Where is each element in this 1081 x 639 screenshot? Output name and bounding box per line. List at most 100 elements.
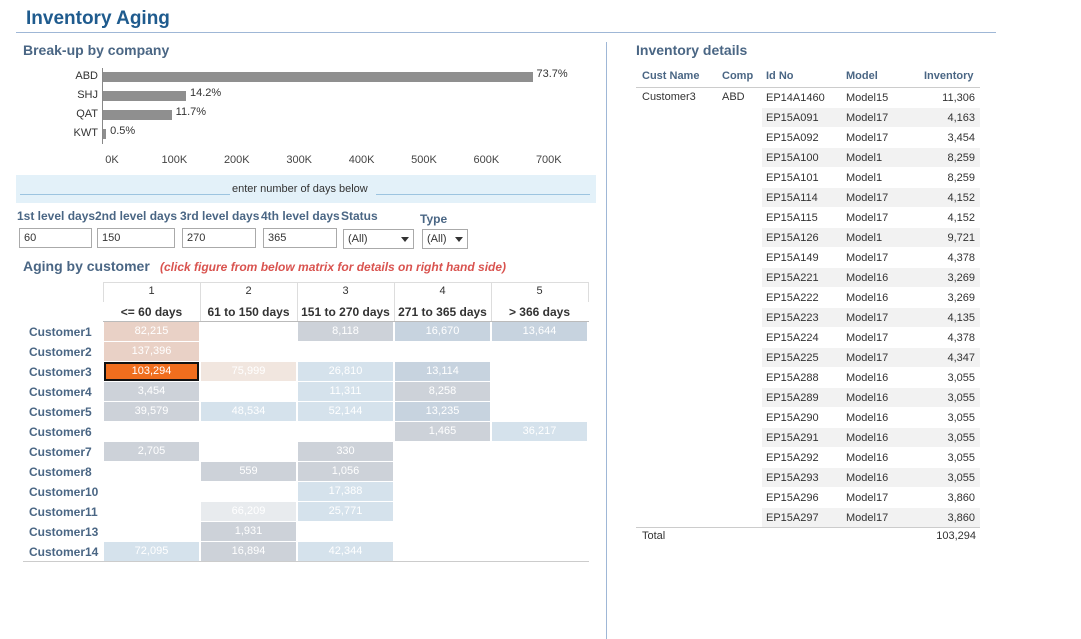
- details-inventory: 4,378: [947, 332, 975, 344]
- details-row[interactable]: EP15A291 Model16 3,055: [762, 428, 980, 448]
- matrix-cell[interactable]: 66,209: [201, 502, 296, 521]
- details-row[interactable]: EP15A149 Model17 4,378: [762, 248, 980, 268]
- details-inventory: 3,454: [947, 132, 975, 144]
- details-row[interactable]: EP15A223 Model17 4,135: [762, 308, 980, 328]
- matrix-cell[interactable]: 13,235: [395, 402, 490, 421]
- matrix-cell[interactable]: 8,118: [298, 322, 393, 341]
- column-number: 4: [439, 285, 446, 297]
- details-row[interactable]: EP15A114 Model17 4,152: [762, 188, 980, 208]
- details-row[interactable]: EP15A091 Model17 4,163: [762, 108, 980, 128]
- x-tick-label: 100K: [161, 154, 188, 166]
- days-banner-line-left: [20, 194, 230, 195]
- details-inventory: 3,860: [947, 512, 975, 524]
- bar-label-shj: SHJ: [77, 89, 98, 101]
- matrix-cell[interactable]: 82,215: [104, 322, 199, 341]
- level4-days-input[interactable]: 365: [263, 228, 337, 248]
- matrix-cell[interactable]: 16,894: [201, 542, 296, 561]
- matrix-cell[interactable]: 11,311: [298, 382, 393, 401]
- level2-label: 2nd level days: [95, 209, 178, 223]
- details-id: EP15A115: [766, 212, 818, 224]
- matrix-cell[interactable]: 559: [201, 462, 296, 481]
- title-divider: [16, 32, 996, 33]
- matrix-cell-selected[interactable]: 103,294: [104, 362, 199, 381]
- details-row[interactable]: EP15A297 Model17 3,860: [762, 508, 980, 528]
- details-row[interactable]: EP15A296 Model17 3,860: [762, 488, 980, 508]
- row-label-customer6: Customer6: [29, 425, 92, 439]
- details-id: EP15A101: [766, 172, 819, 184]
- matrix-cell[interactable]: 1,056: [298, 462, 393, 481]
- details-id: EP15A223: [766, 312, 819, 324]
- details-row[interactable]: EP15A092 Model17 3,454: [762, 128, 980, 148]
- details-row[interactable]: EP15A292 Model16 3,055: [762, 448, 980, 468]
- details-inventory: 9,721: [947, 232, 975, 244]
- column-header: <= 60 days: [120, 305, 183, 319]
- level1-days-input[interactable]: 60: [19, 228, 92, 248]
- matrix-cell[interactable]: 52,144: [298, 402, 393, 421]
- details-row[interactable]: EP15A293 Model16 3,055: [762, 468, 980, 488]
- matrix-cell[interactable]: 3,454: [104, 382, 199, 401]
- details-row[interactable]: EP15A115 Model17 4,152: [762, 208, 980, 228]
- row-label-customer2: Customer2: [29, 345, 92, 359]
- matrix-cell[interactable]: 17,388: [298, 482, 393, 501]
- details-row[interactable]: EP15A224 Model17 4,378: [762, 328, 980, 348]
- level2-days-input[interactable]: 150: [97, 228, 175, 248]
- row-label-customer5: Customer5: [29, 405, 92, 419]
- details-row[interactable]: EP15A126 Model1 9,721: [762, 228, 980, 248]
- details-model: Model16: [846, 372, 889, 384]
- details-row[interactable]: EP15A222 Model16 3,269: [762, 288, 980, 308]
- details-row[interactable]: EP15A289 Model16 3,055: [762, 388, 980, 408]
- details-row[interactable]: EP15A290 Model16 3,055: [762, 408, 980, 428]
- details-inventory: 4,135: [947, 312, 975, 324]
- bar-qat[interactable]: [103, 110, 172, 120]
- type-dropdown[interactable]: (All): [422, 229, 468, 249]
- details-model: Model16: [846, 292, 889, 304]
- matrix-cell[interactable]: 75,999: [201, 362, 296, 381]
- matrix-cell[interactable]: 13,114: [395, 362, 490, 381]
- details-row[interactable]: EP15A100 Model1 8,259: [762, 148, 980, 168]
- matrix-cell[interactable]: 26,810: [298, 362, 393, 381]
- x-tick-label: 700K: [535, 154, 562, 166]
- level3-days-input[interactable]: 270: [182, 228, 256, 248]
- details-row[interactable]: EP15A225 Model17 4,347: [762, 348, 980, 368]
- x-tick-label: 300K: [286, 154, 313, 166]
- details-id: EP15A296: [766, 492, 819, 504]
- x-tick-label: 500K: [411, 154, 437, 166]
- details-inventory: 4,378: [947, 252, 975, 264]
- details-row[interactable]: EP15A101 Model1 8,259: [762, 168, 980, 188]
- matrix-cell[interactable]: 137,396: [104, 342, 199, 361]
- x-tick-label: 400K: [348, 154, 375, 166]
- bar-shj[interactable]: [103, 91, 187, 101]
- bar-abd[interactable]: [103, 72, 533, 82]
- matrix-cell[interactable]: 72,095: [104, 542, 199, 561]
- header-id-no: Id No: [766, 70, 794, 82]
- bar-label-qat: QAT: [76, 108, 98, 120]
- row-label-customer13: Customer13: [29, 525, 99, 539]
- details-row[interactable]: EP15A221 Model16 3,269: [762, 268, 980, 288]
- matrix-cell[interactable]: 2,705: [104, 442, 199, 461]
- details-model: Model17: [846, 512, 889, 524]
- matrix-cell[interactable]: 39,579: [104, 402, 199, 421]
- details-inventory: 3,055: [947, 432, 975, 444]
- matrix-cell[interactable]: 25,771: [298, 502, 393, 521]
- status-dropdown[interactable]: (All): [343, 229, 414, 249]
- details-id: EP15A292: [766, 452, 819, 464]
- details-row[interactable]: EP15A288 Model16 3,055: [762, 368, 980, 388]
- details-inventory: 3,860: [947, 492, 975, 504]
- bar-kwt[interactable]: [103, 129, 107, 139]
- matrix-cell[interactable]: 1,931: [201, 522, 296, 541]
- matrix-cell[interactable]: 36,217: [492, 422, 587, 441]
- matrix-cell[interactable]: 330: [298, 442, 393, 461]
- matrix-cell[interactable]: 42,344: [298, 542, 393, 561]
- bar-label-kwt: KWT: [73, 127, 98, 139]
- matrix-cell[interactable]: 16,670: [395, 322, 490, 341]
- type-label: Type: [420, 212, 448, 226]
- details-model: Model17: [846, 352, 889, 364]
- matrix-cell[interactable]: 1,465: [395, 422, 490, 441]
- bar-value-abd: 73.7%: [536, 68, 568, 80]
- matrix-cell[interactable]: 8,258: [395, 382, 490, 401]
- matrix-cell[interactable]: 13,644: [492, 322, 587, 341]
- header-divider: [103, 321, 589, 322]
- matrix-cell[interactable]: 48,534: [201, 402, 296, 421]
- bar-value-qat: 11.7%: [175, 106, 207, 118]
- details-row[interactable]: EP14A1460 Model15 11,306: [762, 88, 980, 108]
